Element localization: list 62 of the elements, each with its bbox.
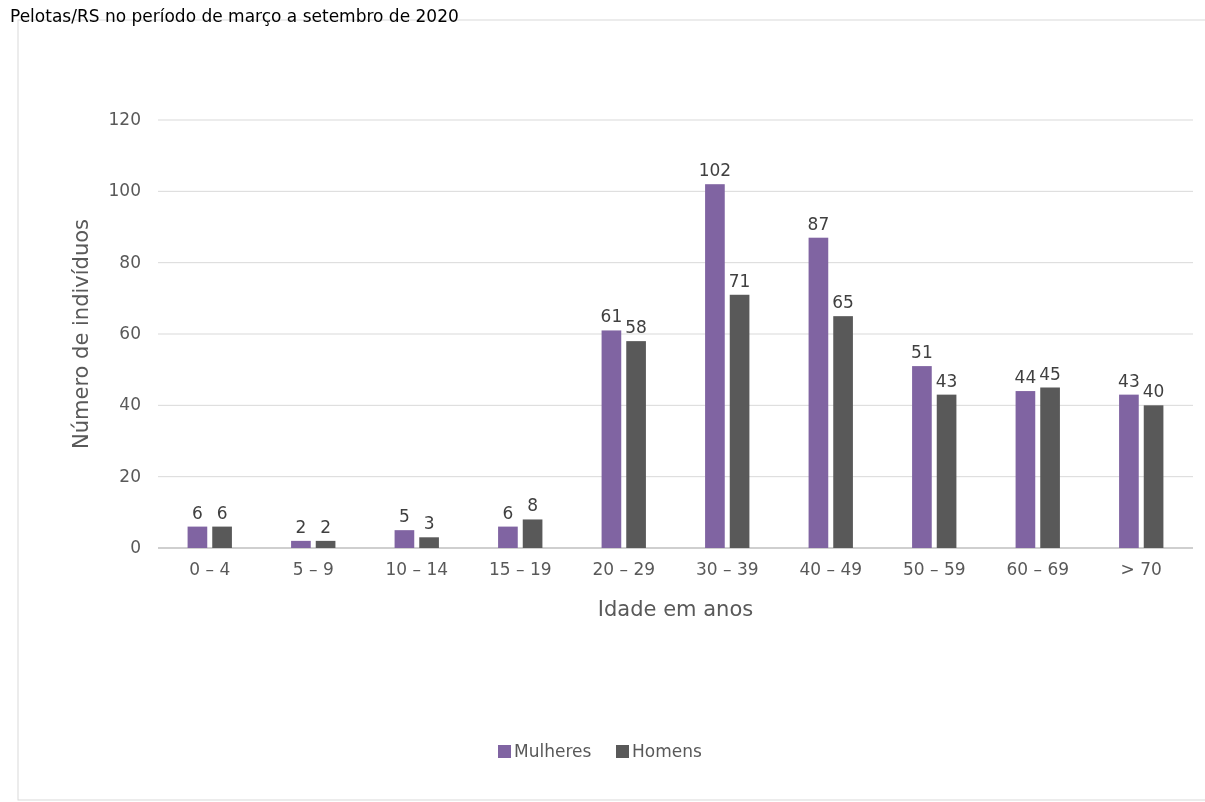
x-tick-label: 5 – 9 — [292, 559, 334, 579]
bar — [498, 526, 518, 548]
x-tick-label: > 70 — [1120, 559, 1162, 579]
bar — [705, 184, 725, 548]
data-label: 44 — [1014, 367, 1037, 388]
data-label: 6 — [216, 502, 228, 523]
data-label: 51 — [911, 342, 933, 363]
data-label: 8 — [527, 495, 538, 516]
x-tick-label: 30 – 39 — [695, 559, 759, 579]
x-tick-label: 10 – 14 — [385, 559, 449, 579]
data-label: 43 — [1118, 370, 1140, 391]
bar — [936, 394, 957, 548]
data-label: 65 — [832, 292, 854, 313]
y-tick-label: 80 — [119, 251, 141, 272]
y-tick-label: 0 — [130, 537, 141, 557]
bar — [833, 316, 853, 548]
bar — [419, 537, 439, 548]
bar — [522, 519, 543, 548]
bar — [1040, 387, 1060, 548]
data-label: 43 — [935, 370, 958, 391]
legend-label: Mulheres — [514, 741, 592, 761]
bar — [394, 530, 415, 548]
data-label: 3 — [423, 513, 435, 534]
x-tick-label: 40 – 49 — [799, 559, 863, 579]
x-tick-label: 0 – 4 — [189, 559, 231, 579]
x-axis-title: Idade em anos — [597, 597, 754, 621]
x-tick-label: 60 – 69 — [1006, 559, 1070, 579]
bar — [626, 341, 646, 548]
bar — [912, 366, 932, 548]
data-label: 61 — [600, 306, 623, 327]
x-tick-label: 15 – 19 — [488, 559, 552, 579]
bar — [1119, 394, 1139, 548]
data-label: 5 — [399, 506, 410, 527]
y-tick-label: 60 — [119, 323, 141, 343]
y-tick-label: 120 — [108, 109, 141, 129]
data-label: 71 — [728, 270, 751, 291]
data-label: 2 — [295, 516, 307, 537]
data-label: 87 — [807, 213, 830, 234]
data-label: 6 — [192, 502, 203, 523]
bar — [808, 237, 829, 548]
y-tick-label: 40 — [119, 394, 141, 415]
bar — [1015, 391, 1036, 548]
data-label: 6 — [502, 502, 514, 523]
y-tick-label: 20 — [119, 465, 141, 486]
data-label: 102 — [698, 160, 732, 181]
data-label: 58 — [625, 317, 647, 338]
data-label: 40 — [1142, 381, 1165, 402]
y-tick-label: 100 — [108, 180, 141, 201]
data-label: 45 — [1039, 363, 1061, 384]
bar — [291, 540, 311, 548]
y-axis-title: Número de indivíduos — [69, 218, 93, 450]
x-tick-label: 20 – 29 — [592, 559, 656, 579]
data-label: 2 — [320, 516, 331, 537]
bar — [601, 330, 622, 548]
bar — [187, 526, 208, 548]
chart-title: Pelotas/RS no período de março a setembro de 2020 — [10, 6, 459, 26]
bar — [212, 526, 232, 548]
bar — [1143, 405, 1164, 548]
bar — [315, 540, 336, 548]
legend-label: Homens — [632, 741, 702, 761]
bar — [729, 294, 750, 548]
x-tick-label: 50 – 59 — [902, 559, 966, 579]
